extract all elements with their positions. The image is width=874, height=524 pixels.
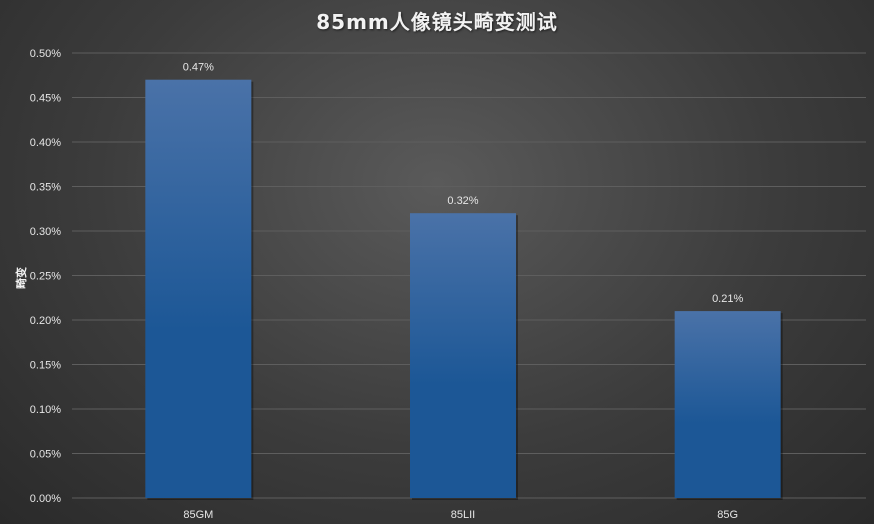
data-label: 0.47% [183, 62, 214, 74]
y-axis-ticks: 0.00% 0.05% 0.10% 0.15% 0.20% 0.25% 0.30% 0.35%… [30, 48, 61, 505]
y-tick-label: 0.10% [30, 404, 61, 416]
x-tick-label: 85G [717, 509, 738, 521]
y-tick-label: 0.45% [30, 93, 61, 105]
y-tick-label: 0.15% [30, 360, 61, 372]
chart-title: 85mm人像镜头畸变测试 [316, 10, 558, 34]
y-tick-label: 0.30% [30, 226, 61, 238]
x-tick-label: 85LII [451, 509, 475, 521]
bars [145, 79, 783, 500]
y-tick-label: 0.50% [30, 48, 61, 60]
data-labels: 0.47% 0.32% 0.21% [183, 62, 744, 305]
y-tick-label: 0.35% [30, 182, 61, 194]
y-tick-label: 0.25% [30, 271, 61, 283]
data-label: 0.32% [447, 195, 478, 207]
data-label: 0.21% [712, 293, 743, 305]
y-tick-label: 0.00% [30, 493, 61, 505]
bar-85gm [145, 79, 252, 498]
bar-85g [674, 311, 781, 498]
x-tick-label: 85GM [183, 509, 213, 521]
y-tick-label: 0.05% [30, 449, 61, 461]
x-axis-ticks: 85GM 85LII 85G [183, 509, 738, 521]
y-tick-label: 0.40% [30, 137, 61, 149]
y-tick-label: 0.20% [30, 315, 61, 327]
bar-85lii [410, 213, 516, 498]
